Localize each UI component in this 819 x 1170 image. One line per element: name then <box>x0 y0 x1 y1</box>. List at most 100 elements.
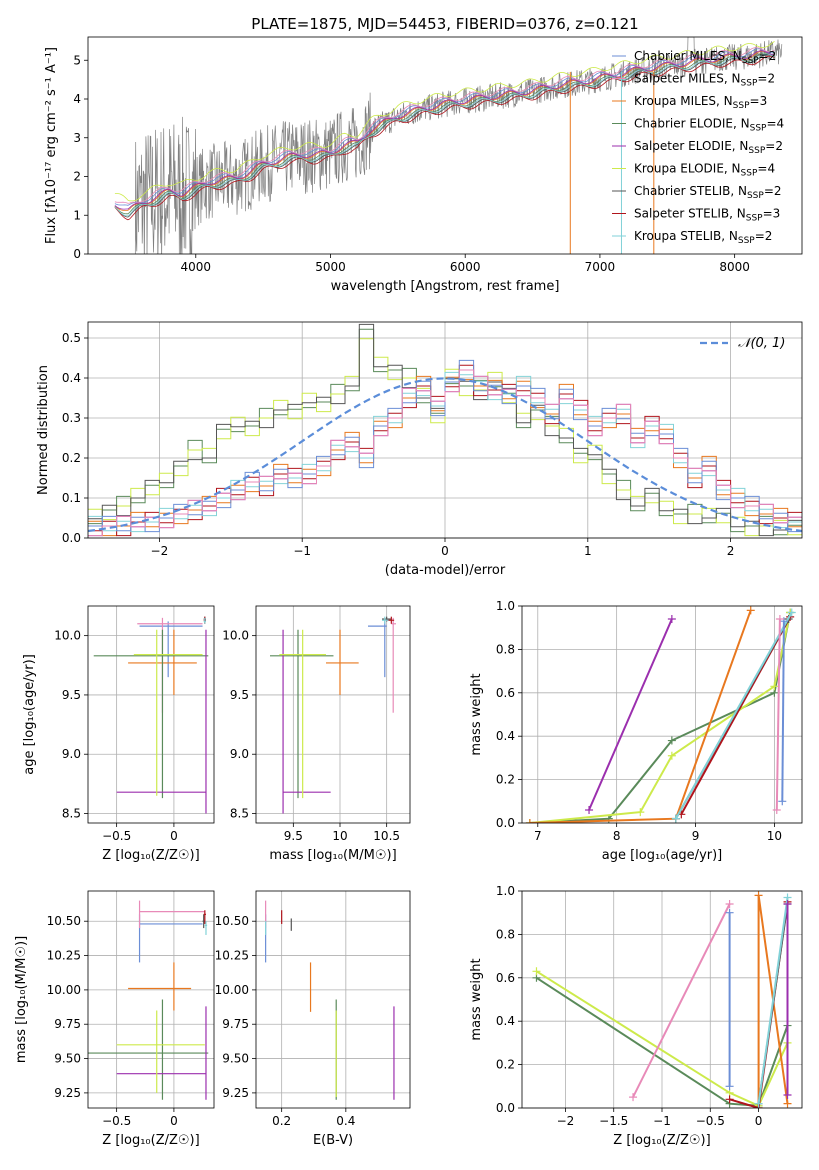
legend-label: Chabrier STELIB, NSSP=2 <box>634 184 782 201</box>
x-tick-label: 0.4 <box>336 1114 355 1128</box>
mass-weight-point <box>770 682 779 691</box>
y-tick-label: 0.4 <box>62 371 81 385</box>
legend-label-tail: =3 <box>750 94 768 108</box>
y-tick-label: 9.75 <box>54 1017 81 1031</box>
axes: 4000 5000 6000 7000 8000 0 1 2 3 4 5 wavelength [An… <box>44 36 803 294</box>
model-spectrum-line <box>114 55 775 221</box>
axes: −0.5 0 9.25 9.50 9.75 10.00 10.25 10.50 Z [log₁₀… <box>14 890 215 1148</box>
x-tick-label: 10 <box>767 829 782 843</box>
x-tick-label: −0.5 <box>102 1114 131 1128</box>
x-tick-label: −1 <box>293 544 311 558</box>
y-tick-label: 9.25 <box>222 1086 249 1100</box>
legend-label-text: Salpeter STELIB, N <box>634 207 746 221</box>
mass-weight-point <box>725 900 734 909</box>
mass-weight-point <box>667 736 676 745</box>
y-axis-label: mass weight <box>469 958 484 1040</box>
y-tick-label: 9.25 <box>54 1086 81 1100</box>
legend-label-tail: =4 <box>766 117 784 131</box>
x-axis-label: Z [log₁₀(Z/Z☉)] <box>102 1133 199 1148</box>
x-tick-label: −1 <box>653 1114 671 1128</box>
axes-frame <box>87 890 215 1109</box>
y-tick-label: 0.2 <box>496 1058 515 1072</box>
y-tick-label: 3 <box>73 131 81 145</box>
legend-label-text: Chabrier MILES, N <box>634 49 742 63</box>
y-tick-label: 9.75 <box>222 1017 249 1031</box>
mass-weight-line <box>757 897 789 1104</box>
y-tick-label: 10.25 <box>47 949 81 963</box>
y-tick-label: 0.0 <box>62 531 81 545</box>
y-tick-label: 10.00 <box>215 983 249 997</box>
x-tick-label: −2 <box>151 544 169 558</box>
y-tick-label: 9.50 <box>222 1052 249 1066</box>
axes-frame <box>87 36 803 255</box>
y-tick-label: 0.4 <box>496 729 515 743</box>
x-axis-label: age [log₁₀(age/yr)] <box>602 848 723 863</box>
x-axis-label: E(B-V) <box>313 1133 353 1148</box>
legend-label: 𝒩(0, 1) <box>738 336 785 351</box>
legend-label-sub: SSP <box>747 191 764 201</box>
x-tick-label: 0 <box>441 544 449 558</box>
mass-weight-point <box>754 891 763 900</box>
mass-weight-line <box>535 976 789 1107</box>
x-tick-label: −0.5 <box>696 1114 725 1128</box>
legend-label-tail: =2 <box>755 229 773 243</box>
mass-weight-line <box>588 618 673 811</box>
y-tick-label: 0 <box>73 247 81 261</box>
y-tick-label: 10.25 <box>215 949 249 963</box>
mass-weight-point <box>667 615 676 624</box>
y-tick-label: 10.0 <box>222 629 249 643</box>
x-axis-label: Z [log₁₀(Z/Z☉)] <box>102 848 199 863</box>
mass-weight-line <box>775 618 781 811</box>
plot-area <box>93 616 209 814</box>
y-tick-label: 1 <box>73 208 81 222</box>
spectrum-panel: 4000 5000 6000 7000 8000 0 1 2 3 4 5 wavelength [An… <box>44 36 803 294</box>
plot-area <box>525 606 796 823</box>
x-tick-label: 10.5 <box>373 829 400 843</box>
y-tick-label: 9.0 <box>230 747 249 761</box>
mass-weight-point <box>636 808 645 817</box>
y-tick-label: 0.6 <box>496 686 515 700</box>
y-tick-label: 0.1 <box>62 491 81 505</box>
x-tick-label: 7000 <box>585 260 616 274</box>
observed-spectrum-line <box>134 37 783 254</box>
x-tick-label: −0.5 <box>102 829 131 843</box>
legend-label-tail: =2 <box>764 184 782 198</box>
mass-weight-point <box>725 908 734 917</box>
x-tick-label: 9.5 <box>284 829 303 843</box>
y-axis-label: Flux [fλ10⁻¹⁷ erg cm⁻² s⁻¹ A⁻¹] <box>44 47 59 244</box>
legend-label-tail: =2 <box>757 72 775 86</box>
grid <box>88 606 214 823</box>
histogram-step-line <box>88 369 802 537</box>
axes: 7 8 9 10 0.0 0.2 0.4 0.6 0.8 1.0 age [log₁₀(age/yr… <box>469 599 803 863</box>
mass-weight-point <box>754 1099 763 1108</box>
y-axis-label: age [log₁₀(age/yr)] <box>22 654 37 775</box>
normal-curve-line <box>88 377 802 533</box>
model-spectrum-line <box>114 48 775 206</box>
y-tick-label: 4 <box>73 92 81 106</box>
cumulative-mass-vs-age-panel: 7 8 9 10 0.0 0.2 0.4 0.6 0.8 1.0 age [log₁₀(age/yr… <box>469 599 803 863</box>
model-spectrum-line <box>114 47 775 204</box>
y-axis-label: Normed distribution <box>36 365 51 495</box>
y-axis-label: mass [log₁₀(M/M☉)] <box>14 936 29 1063</box>
mass-weight-point <box>778 797 787 806</box>
plot-area <box>270 616 396 814</box>
x-tick-label: 6000 <box>450 260 481 274</box>
mass-weight-point <box>532 967 541 976</box>
plot-area <box>532 891 792 1108</box>
mass-weight-point <box>772 805 781 814</box>
x-tick-label: 0 <box>170 829 178 843</box>
x-tick-label: −2 <box>557 1114 575 1128</box>
x-tick-label: 8000 <box>719 260 750 274</box>
x-axis-label: Z [log₁₀(Z/Z☉)] <box>613 1133 710 1148</box>
y-tick-label: 9.0 <box>62 747 81 761</box>
y-tick-label: 8.5 <box>62 807 81 821</box>
age-vs-mass-panel: 9.5 10 10.5 8.5 9.0 9.5 10.0 mass [log₁₀(M/M☉)] <box>222 605 411 863</box>
mass-weight-point <box>725 1095 734 1104</box>
x-tick-label: 9 <box>692 829 700 843</box>
axes: 0.2 0.4 9.25 9.50 9.75 10.00 10.25 10.50 E(B-V) <box>215 890 411 1148</box>
legend-label-sub: SSP <box>733 101 750 111</box>
legend-label-sub: SSP <box>748 146 765 156</box>
legend-label-tail: =2 <box>765 139 783 153</box>
